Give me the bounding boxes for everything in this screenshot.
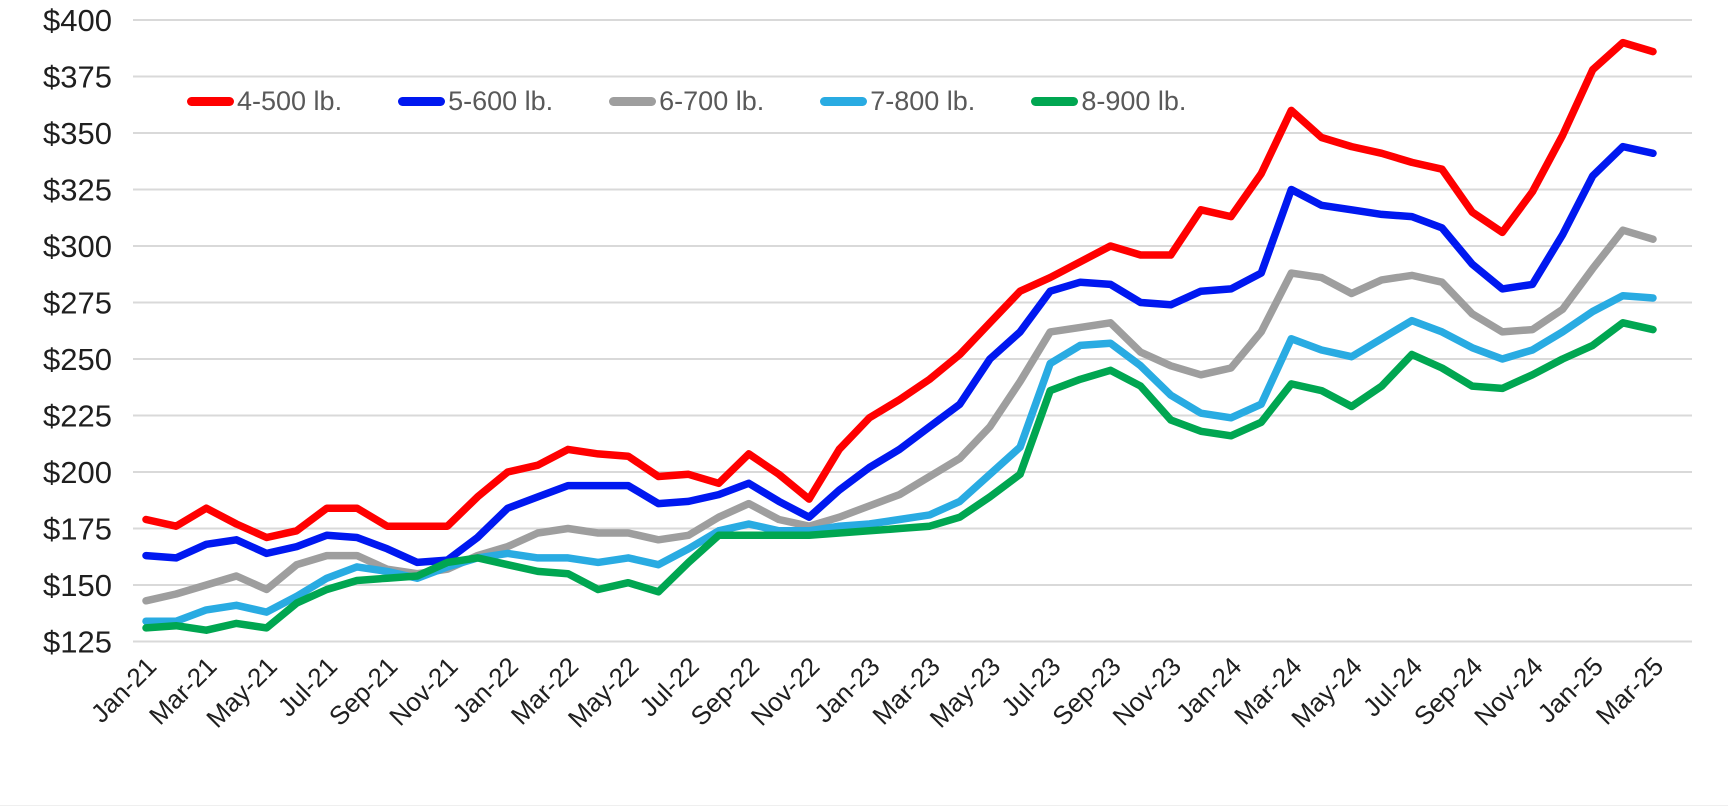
x-axis-label: Nov-23: [1107, 651, 1187, 731]
x-axis-label: Nov-22: [745, 651, 825, 731]
legend-swatch-icon: [820, 97, 868, 106]
legend-swatch-icon: [398, 97, 446, 106]
legend-label: 7-800 lb.: [870, 86, 976, 116]
y-axis-label: $200: [43, 455, 112, 490]
y-axis-label: $225: [43, 399, 112, 434]
y-axis-label: $375: [43, 60, 112, 95]
legend-label: 6-700 lb.: [659, 86, 765, 116]
series-line-5: [142, 319, 1657, 634]
legend-item-4: 7-800 lb.: [820, 88, 975, 115]
legend-swatch-icon: [187, 97, 234, 106]
series-line-4: [142, 291, 1657, 625]
series-line-1: [142, 38, 1657, 542]
chart-legend: 4-500 lb. 5-600 lb. 6-700 lb. 7-800 lb. 8-90…: [187, 88, 1186, 115]
legend-item-2: 5-600 lb.: [398, 88, 553, 115]
y-axis-label: $325: [43, 173, 112, 208]
legend-swatch-icon: [609, 97, 657, 106]
y-axis-label: $175: [43, 512, 112, 547]
y-axis-label: $400: [43, 3, 112, 38]
y-axis-label: $150: [43, 568, 112, 603]
x-axis-label: Nov-21: [383, 651, 463, 731]
legend-item-3: 6-700 lb.: [609, 88, 764, 115]
y-axis-label: $275: [43, 286, 112, 321]
y-axis-label: $250: [43, 342, 112, 377]
y-axis-label: $350: [43, 116, 112, 151]
legend-item-5: 8-900 lb.: [1031, 88, 1186, 115]
legend-item-1: 4-500 lb.: [187, 88, 342, 115]
x-axis-label: Nov-24: [1468, 651, 1548, 731]
legend-label: 8-900 lb.: [1081, 86, 1187, 116]
legend-label: 5-600 lb.: [448, 86, 554, 116]
y-axis-label: $125: [43, 625, 112, 660]
x-axis-label: Mar-25: [1590, 651, 1669, 730]
legend-label: 4-500 lb.: [237, 86, 343, 116]
y-axis-label: $300: [43, 229, 112, 264]
series-line-2: [142, 142, 1657, 567]
legend-swatch-icon: [1031, 97, 1079, 106]
